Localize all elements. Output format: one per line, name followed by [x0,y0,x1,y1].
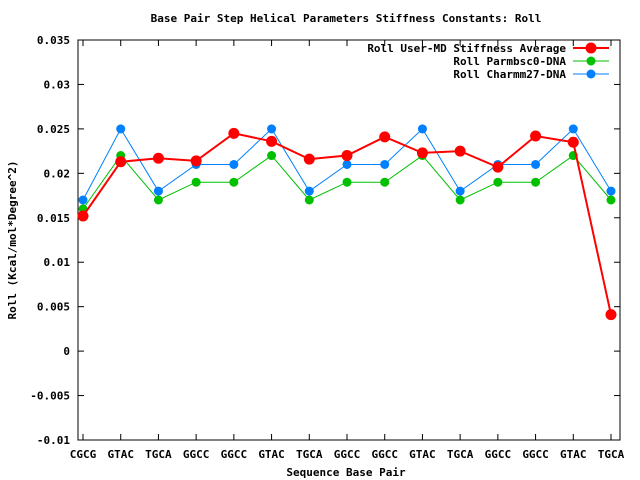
legend-marker [586,56,596,66]
data-point [304,186,314,196]
data-point [531,177,541,187]
data-point [77,210,89,222]
legend-label: Roll Parmbsc0-DNA [453,55,566,68]
x-tick-label: GGCC [485,448,512,461]
data-point [342,159,352,169]
data-point [153,195,163,205]
data-point [416,147,428,159]
y-tick-label: 0.025 [37,123,70,136]
y-tick-label: 0.005 [37,301,70,314]
x-tick-label: GTAC [409,448,436,461]
data-point [417,124,427,134]
data-point [455,195,465,205]
x-tick-label: TGCA [145,448,172,461]
y-axis-label: Roll (Kcal/mol*Degree^2) [6,161,19,320]
data-point [341,150,353,162]
data-point [267,151,277,161]
chart-title: Base Pair Step Helical Parameters Stiffn… [151,12,542,25]
x-tick-label: GTAC [258,448,285,461]
x-tick-label: GGCC [334,448,361,461]
data-point [455,186,465,196]
data-point [531,159,541,169]
y-tick-label: -0.005 [30,390,70,403]
x-tick-label: GGCC [522,448,549,461]
data-point [78,195,88,205]
data-point [229,177,239,187]
data-point [304,195,314,205]
data-point [568,124,578,134]
data-point [567,136,579,148]
series-2 [78,151,616,214]
data-point [303,153,315,165]
legend-label: Roll Charmm27-DNA [453,68,566,81]
data-point [492,161,504,173]
y-tick-label: 0.03 [44,78,71,91]
data-point [267,124,277,134]
data-point [606,195,616,205]
x-tick-label: TGCA [598,448,625,461]
data-point [493,177,503,187]
data-point [530,130,542,142]
legend-marker [586,69,596,79]
plot-frame [77,39,621,441]
x-tick-label: TGCA [447,448,474,461]
series-1 [77,127,617,321]
data-point [115,156,127,168]
data-point [606,186,616,196]
legend-label: Roll User-MD Stiffness Average [367,42,566,55]
x-tick-label: GGCC [221,448,248,461]
legend-marker [585,42,597,54]
x-tick-label: GGCC [371,448,398,461]
x-axis: CGCG GTAC TGCA GGCC GGCC GTAC TGCA GGCC GGCC GTAC… [70,40,625,461]
x-tick-label: GGCC [183,448,210,461]
data-point [380,159,390,169]
y-tick-label: 0 [63,345,70,358]
data-point [380,177,390,187]
data-point [191,177,201,187]
y-tick-label: 0.01 [44,256,71,269]
data-point [266,135,278,147]
x-tick-label: CGCG [70,448,97,461]
data-point [228,127,240,139]
data-point [229,159,239,169]
x-tick-label: GTAC [107,448,134,461]
y-axis: -0.01 -0.005 0 0.005 0.01 0.015 0.02 0.025 0.03 0… [30,34,620,447]
data-point [152,152,164,164]
y-tick-label: 0.035 [37,34,70,47]
data-point [190,155,202,167]
data-point [116,124,126,134]
y-tick-label: 0.02 [44,167,71,180]
y-tick-label: -0.01 [37,434,70,447]
y-tick-label: 0.015 [37,212,70,225]
data-point [379,131,391,143]
series-layer [77,124,617,321]
x-tick-label: GTAC [560,448,587,461]
data-point [454,145,466,157]
x-axis-label: Sequence Base Pair [286,466,406,479]
data-point [605,309,617,321]
x-tick-label: TGCA [296,448,323,461]
data-point [342,177,352,187]
data-point [153,186,163,196]
